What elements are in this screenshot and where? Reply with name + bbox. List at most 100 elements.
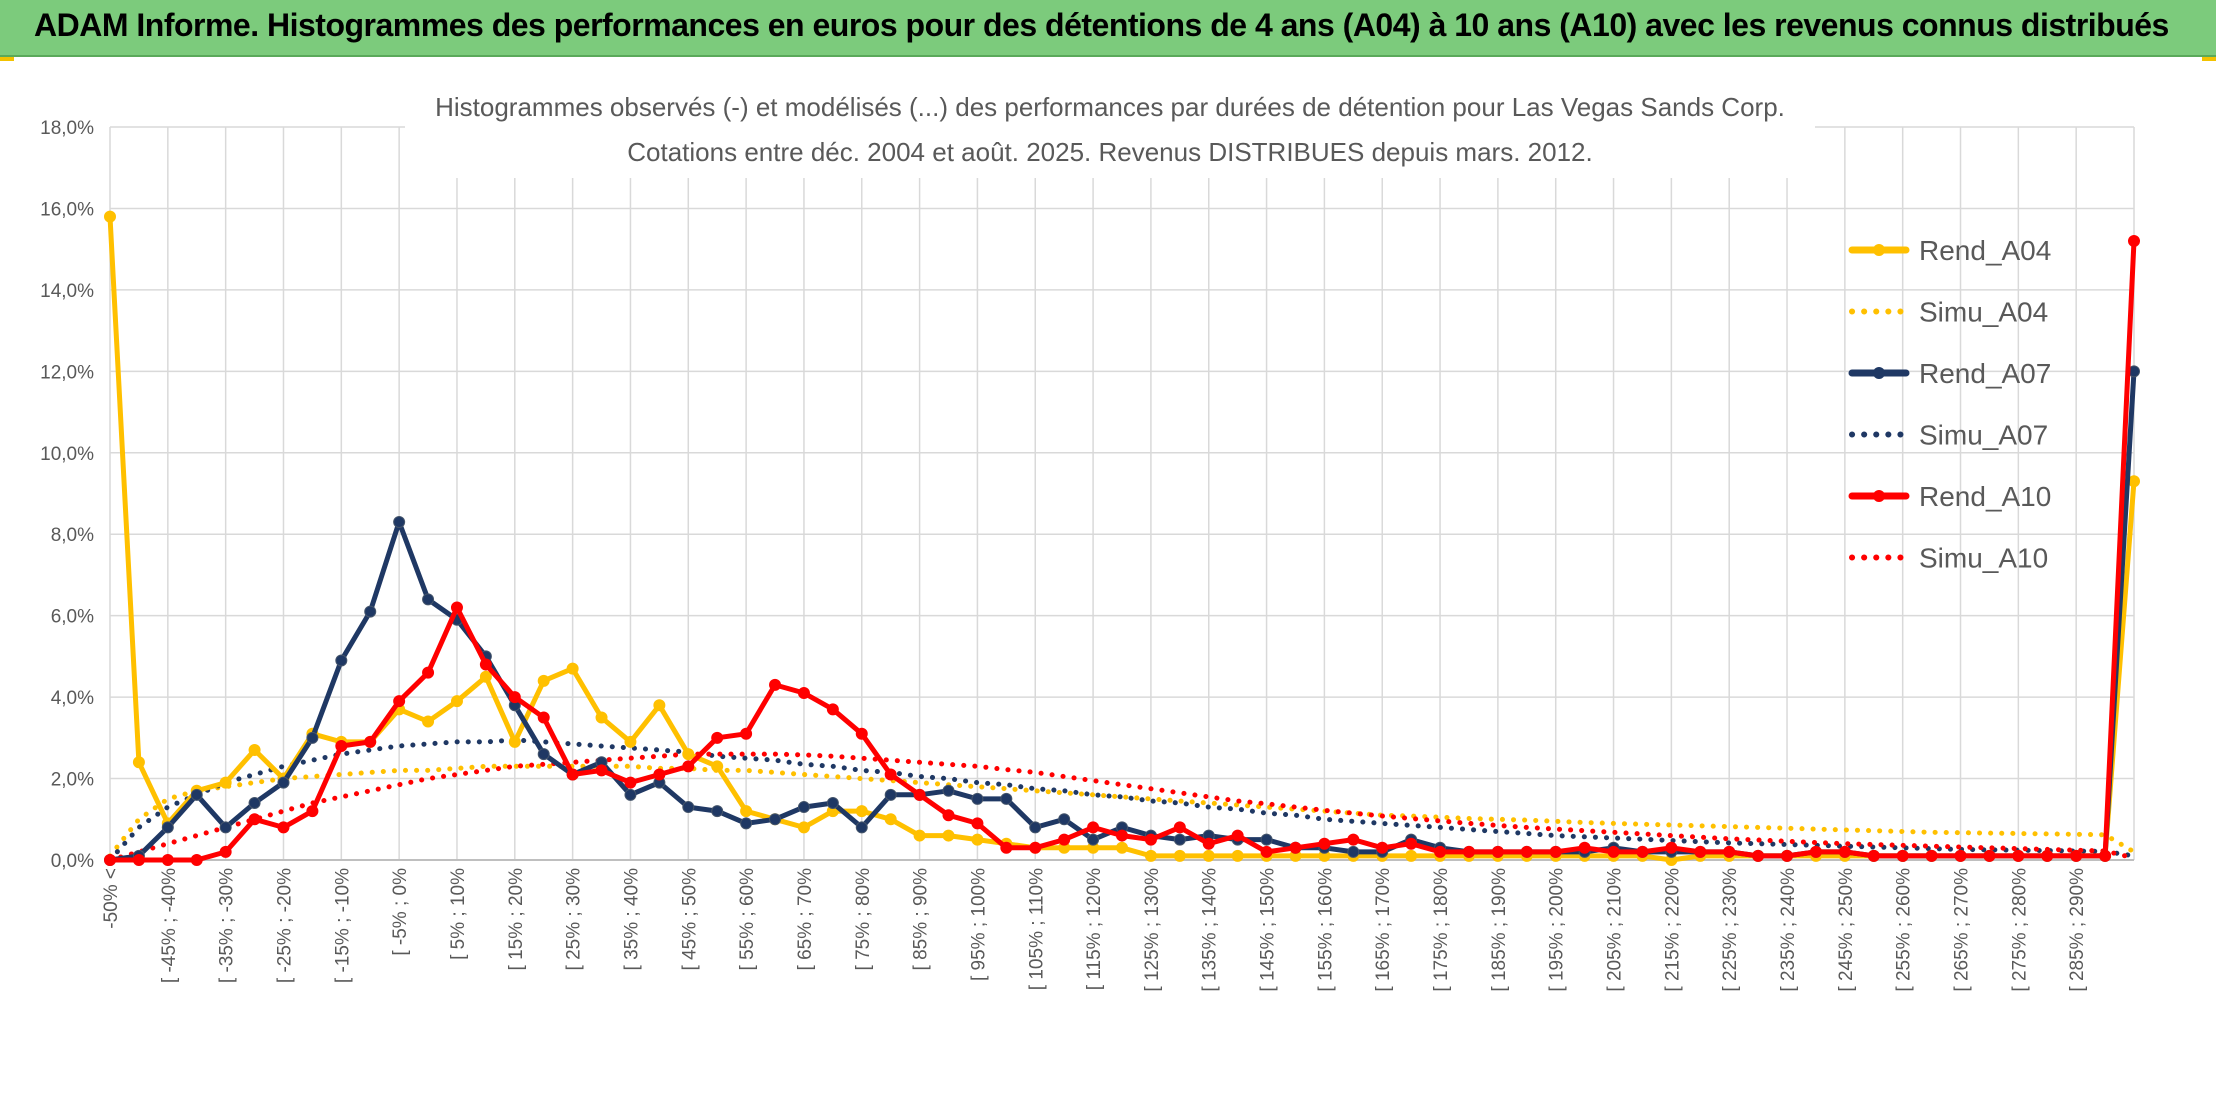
x-tick-label: [ 75% ; 80% (853, 868, 874, 971)
data-point-rend-a10 (1405, 837, 1418, 850)
data-point-rend-a10 (1289, 841, 1302, 854)
data-point-rend-a10 (1260, 845, 1273, 858)
x-tick-label: [ 55% ; 60% (737, 868, 758, 971)
data-point-rend-a04 (537, 674, 550, 687)
data-point-rend-a10 (711, 731, 724, 744)
data-point-rend-a07 (740, 817, 753, 830)
data-point-rend-a04 (132, 756, 145, 769)
x-axis-ticks: -50% < [ -45% ; -40% [ -35% ; -30% [ -25% ;… (101, 868, 2088, 992)
legend-label-rend-a07: Rend_A07 (1919, 358, 2051, 389)
data-point-rend-a10 (624, 776, 637, 789)
data-point-rend-a10 (971, 817, 984, 830)
x-tick-label: [ 125% ; 130% (1142, 868, 1163, 992)
chart-title: Histogrammes observés (-) et modélisés (… (435, 92, 1785, 122)
series-line-rend-a10 (107, 238, 2137, 863)
data-point-rend-a07 (277, 776, 290, 789)
y-tick-label: 12,0% (40, 362, 94, 383)
y-tick-label: 18,0% (40, 118, 94, 139)
data-point-rend-a07 (682, 801, 695, 814)
legend-label-simu-a04: Simu_A04 (1919, 297, 2048, 328)
data-point-rend-a07 (797, 801, 810, 814)
legend-label-rend-a10: Rend_A10 (1919, 481, 2051, 512)
x-tick-label: [ 45% ; 50% (679, 868, 700, 971)
x-tick-label: [ 15% ; 20% (506, 868, 527, 971)
data-point-rend-a10 (566, 768, 579, 781)
data-point-rend-a10 (248, 813, 261, 826)
data-point-rend-a10 (1694, 845, 1707, 858)
data-point-rend-a07 (1173, 833, 1186, 846)
chart-title-background (405, 84, 1815, 178)
data-point-rend-a10 (1231, 829, 1244, 842)
data-point-rend-a07 (884, 788, 897, 801)
data-point-rend-a04 (450, 695, 463, 708)
report-banner: ADAM Informe. Histogrammes des performan… (0, 0, 2216, 57)
legend-marker-rend-a10 (1873, 490, 1885, 502)
data-point-rend-a07 (364, 605, 377, 618)
data-point-rend-a10 (942, 809, 955, 822)
data-point-rend-a10 (1752, 849, 1765, 862)
data-point-rend-a10 (1202, 837, 1215, 850)
data-point-rend-a07 (1000, 792, 1013, 805)
data-point-rend-a07 (537, 748, 550, 761)
data-point-rend-a10 (335, 739, 348, 752)
data-point-rend-a07 (769, 813, 782, 826)
data-point-rend-a10 (1173, 821, 1186, 834)
data-point-rend-a04 (1116, 841, 1128, 854)
data-point-rend-a10 (1318, 837, 1331, 850)
data-point-rend-a04 (624, 735, 637, 748)
data-point-rend-a04 (884, 813, 897, 826)
x-tick-label: [ 275% ; 280% (2009, 868, 2030, 992)
data-point-rend-a07 (1029, 821, 1042, 834)
series-line-simu-a04 (107, 763, 2137, 859)
x-tick-label: [ 235% ; 240% (1778, 868, 1799, 992)
data-point-rend-a10 (797, 687, 810, 700)
data-point-rend-a10 (1029, 841, 1042, 854)
x-tick-label: [ 155% ; 160% (1315, 868, 1336, 992)
data-point-rend-a07 (161, 821, 174, 834)
x-tick-label: [ 165% ; 170% (1373, 868, 1394, 992)
data-point-rend-a10 (855, 727, 868, 740)
data-point-rend-a04 (653, 699, 666, 712)
data-point-rend-a10 (2041, 849, 2054, 862)
chart-series (104, 210, 2140, 866)
x-tick-label: [ 215% ; 220% (1662, 868, 1683, 992)
x-tick-label: [ -5% ; 0% (390, 868, 411, 956)
data-point-rend-a10 (479, 658, 492, 671)
data-point-rend-a10 (393, 695, 406, 708)
chart-subtitle: Cotations entre déc. 2004 et août. 2025.… (627, 137, 1592, 167)
data-point-rend-a04 (711, 760, 724, 773)
data-point-rend-a10 (2128, 235, 2140, 248)
data-point-rend-a07 (393, 516, 406, 529)
data-point-rend-a04 (1173, 849, 1186, 862)
y-tick-label: 16,0% (40, 199, 94, 220)
report-title: ADAM Informe. Histogrammes des performan… (34, 7, 2169, 43)
data-point-rend-a10 (364, 735, 377, 748)
data-point-rend-a04 (942, 829, 955, 842)
x-tick-label: [ 245% ; 250% (1836, 868, 1857, 992)
data-point-rend-a10 (1838, 845, 1851, 858)
frame-corner-left (0, 57, 14, 61)
data-point-rend-a04 (1202, 849, 1215, 862)
data-point-rend-a07 (1087, 833, 1100, 846)
data-point-rend-a07 (219, 821, 232, 834)
data-point-rend-a10 (682, 760, 695, 773)
x-tick-label: [ -15% ; -10% (332, 868, 353, 983)
frame-corner-right (2202, 57, 2216, 61)
x-tick-label: [ 175% ; 180% (1431, 868, 1452, 992)
data-point-rend-a04 (913, 829, 926, 842)
x-tick-label: [ 25% ; 30% (564, 868, 585, 971)
y-tick-label: 10,0% (40, 444, 94, 465)
data-point-rend-a10 (1347, 833, 1360, 846)
legend-label-simu-a07: Simu_A07 (1919, 420, 2048, 451)
y-axis-ticks: 0,0% 2,0% 4,0% 6,0% 8,0% 10,0% 12,0% 14,0% 16,0%… (40, 118, 94, 872)
data-point-rend-a07 (855, 821, 868, 834)
data-point-rend-a10 (1462, 845, 1475, 858)
data-point-rend-a10 (161, 854, 174, 866)
data-point-rend-a10 (219, 845, 232, 858)
data-point-rend-a04 (479, 670, 492, 683)
data-point-rend-a10 (1549, 845, 1562, 858)
legend-label-simu-a10: Simu_A10 (1919, 543, 2048, 574)
data-point-rend-a10 (1636, 845, 1649, 858)
legend-marker-rend-a04 (1873, 244, 1885, 256)
